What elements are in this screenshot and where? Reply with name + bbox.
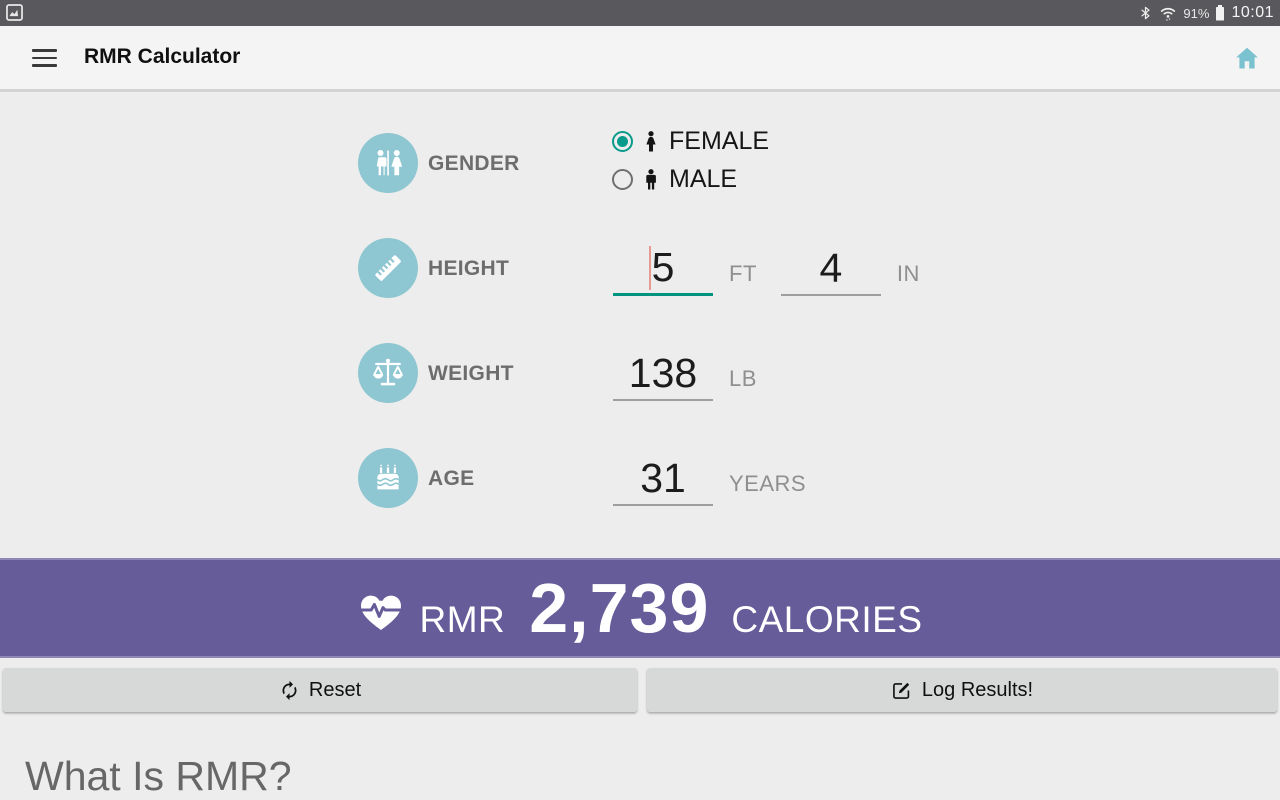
text-cursor	[649, 246, 651, 290]
inches-unit-label: IN	[896, 261, 920, 286]
weight-icon-circle	[358, 343, 418, 403]
menu-icon[interactable]	[32, 49, 57, 67]
height-inches-field[interactable]	[780, 240, 881, 296]
info-section-heading: What Is RMR?	[25, 753, 292, 799]
height-inches-input[interactable]	[782, 245, 879, 294]
gender-icon-circle	[358, 133, 418, 193]
notification-area	[5, 3, 24, 22]
weight-label: WEIGHT	[428, 362, 514, 385]
radio-circle	[612, 169, 633, 190]
weight-unit-label: LB	[729, 366, 757, 391]
radio-female[interactable]: FEMALE	[612, 127, 769, 156]
restroom-figures-icon	[376, 150, 403, 176]
battery-percent: 91%	[1183, 5, 1210, 21]
age-unit-label: YEARS	[729, 471, 807, 496]
birthday-cake-icon	[376, 464, 400, 490]
status-bar: 91% 10:01	[0, 0, 1280, 26]
age-input[interactable]	[615, 455, 711, 504]
age-fields: YEARS	[613, 450, 806, 506]
log-results-button[interactable]: Log Results!	[647, 668, 1277, 712]
radio-circle	[612, 131, 633, 152]
home-icon[interactable]	[1233, 44, 1261, 72]
radio-female-label: FEMALE	[669, 127, 770, 155]
height-label: HEIGHT	[428, 257, 510, 280]
bluetooth-icon	[1141, 6, 1150, 20]
clock: 10:01	[1231, 4, 1274, 21]
battery-icon	[1216, 5, 1225, 21]
status-indicators: 91% 10:01	[1138, 0, 1274, 26]
height-feet-field[interactable]	[613, 240, 713, 296]
height-feet-input[interactable]	[615, 244, 711, 293]
edit-note-icon	[893, 682, 910, 699]
radio-male-label: MALE	[669, 165, 738, 193]
page-title: RMR Calculator	[84, 45, 241, 68]
weight-fields: LB	[613, 345, 757, 401]
gender-label: GENDER	[428, 152, 520, 175]
chart-notification-icon	[6, 4, 23, 21]
app-bar: RMR Calculator	[0, 26, 1280, 92]
weight-field[interactable]	[613, 345, 713, 401]
gender-radio-group: FEMALE MALE	[612, 127, 769, 194]
reset-button-label: Reset	[308, 678, 362, 701]
age-icon-circle	[358, 448, 418, 508]
refresh-icon	[282, 680, 297, 700]
balance-scale-icon	[373, 358, 403, 386]
rmr-value: 2,739	[529, 569, 710, 647]
male-figure-icon	[646, 169, 656, 190]
feet-unit-label: FT	[729, 261, 757, 286]
rmr-result-banner: RMR 2,739 CALORIES	[0, 558, 1280, 658]
height-fields: FT IN	[613, 240, 920, 296]
ruler-icon	[375, 255, 401, 281]
rmr-unit: CALORIES	[731, 599, 923, 640]
female-figure-icon	[646, 131, 656, 152]
age-label: AGE	[428, 467, 475, 490]
height-icon-circle	[358, 238, 418, 298]
rmr-label: RMR	[419, 599, 506, 640]
reset-button[interactable]: Reset	[3, 668, 637, 712]
age-field[interactable]	[613, 450, 713, 506]
rmr-result: RMR 2,739 CALORIES	[357, 568, 922, 648]
weight-input[interactable]	[615, 350, 711, 399]
heart-pulse-icon	[360, 595, 402, 630]
radio-male[interactable]: MALE	[612, 165, 769, 194]
wifi-icon	[1161, 7, 1176, 21]
log-results-button-label: Log Results!	[921, 678, 1034, 701]
